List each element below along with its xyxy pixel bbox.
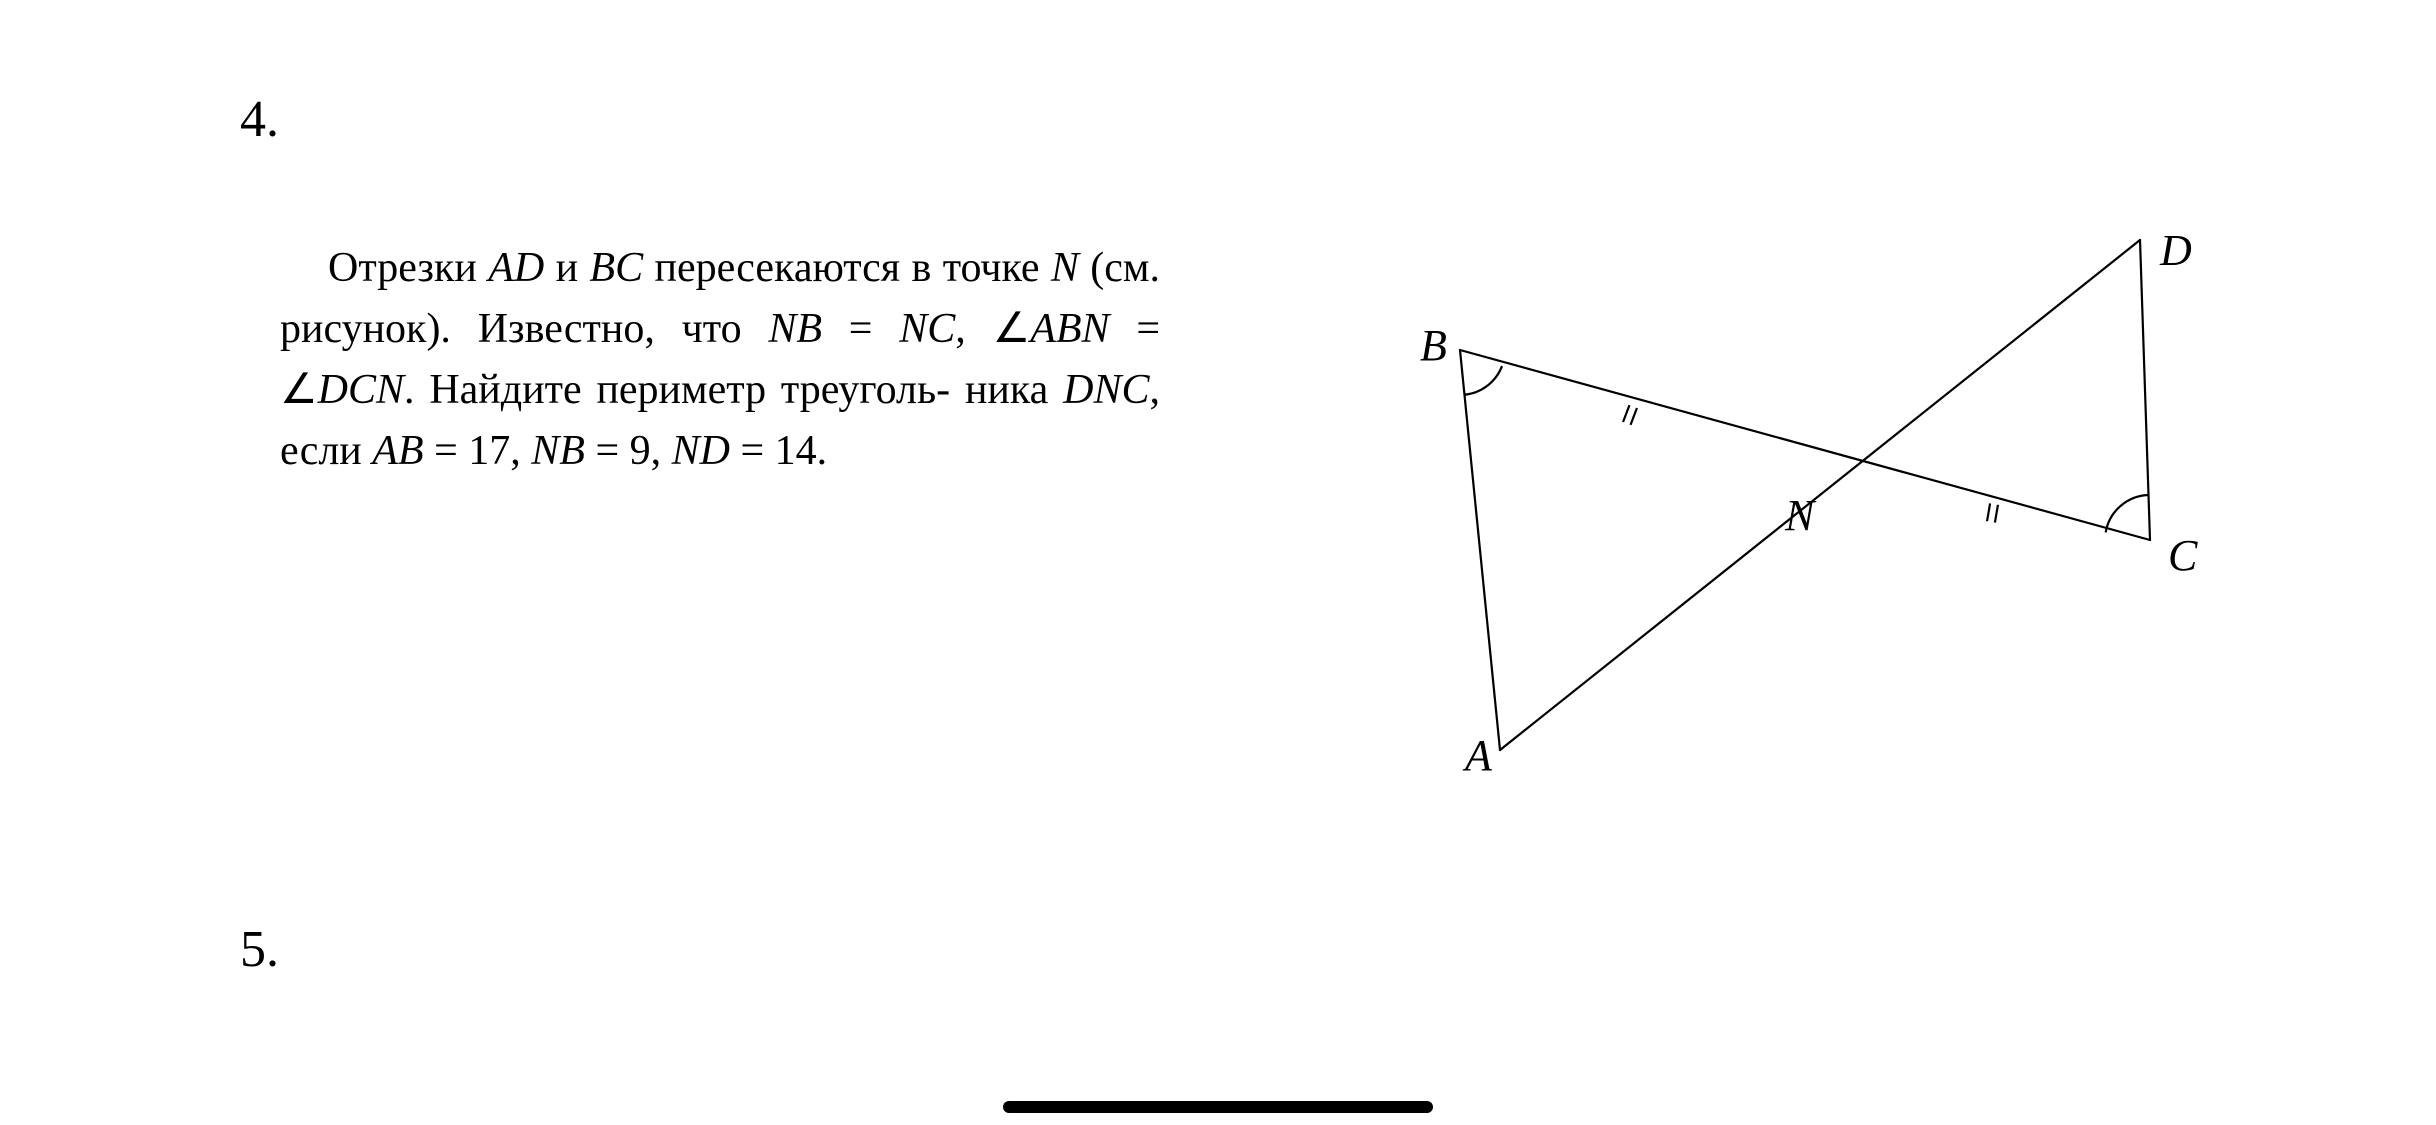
p4-eq2: = (1110, 306, 1160, 352)
p4-t3: пересекаются в точке (643, 245, 1051, 291)
p4-DNC: DNC (1063, 367, 1149, 413)
p4-v1: 17 (468, 428, 510, 474)
problem-5-number: 5. (240, 920, 279, 979)
p4-t6: ника (965, 367, 1063, 413)
p4-N: N (1051, 245, 1079, 291)
p4-ND: ND (672, 428, 730, 474)
home-indicator (1003, 1101, 1433, 1113)
p4-ABN: ABN (1030, 306, 1109, 352)
svg-text:N: N (1784, 491, 1817, 540)
p4-eq1: = (822, 306, 899, 352)
p4-AD: AD (488, 245, 544, 291)
p4-v2: 9 (630, 428, 651, 474)
svg-text:B: B (1420, 321, 1447, 370)
p4-c2: , (651, 428, 672, 474)
problem-4-number: 4. (240, 90, 279, 149)
p4-DCN: DCN (318, 367, 404, 413)
p4-NB2: NB (531, 428, 585, 474)
problem-4-text: Отрезки AD и BC пересекаются в точке N (… (280, 238, 1160, 482)
p4-v3: 14 (775, 428, 817, 474)
problem-4-figure: A B N C D (1330, 230, 2230, 780)
svg-text:C: C (2168, 531, 2198, 580)
p4-t2: и (544, 245, 589, 291)
p4-period: . (817, 428, 828, 474)
p4-ang1: ∠ (993, 306, 1031, 352)
p4-BC: BC (589, 245, 643, 291)
p4-c1: , (510, 428, 531, 474)
figure-svg: A B N C D (1330, 230, 2230, 780)
p4-ang2: ∠ (280, 367, 318, 413)
p4-eq4: = (585, 428, 630, 474)
p4-eq5: = (730, 428, 775, 474)
p4-NC: NC (899, 306, 955, 352)
p4-t1: Отрезки (328, 245, 488, 291)
p4-comma1: , (955, 306, 966, 352)
p4-t5: . Найдите периметр треуголь- (404, 367, 950, 413)
svg-text:D: D (2159, 230, 2192, 275)
p4-eq3: = (424, 428, 469, 474)
p4-AB: AB (372, 428, 423, 474)
svg-text:A: A (1462, 731, 1493, 780)
p4-NB: NB (768, 306, 822, 352)
